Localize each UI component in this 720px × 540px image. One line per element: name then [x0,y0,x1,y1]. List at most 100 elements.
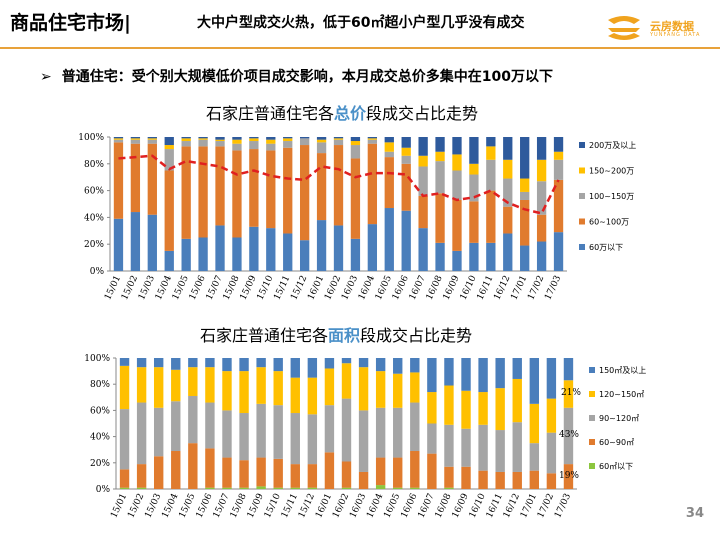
chart2-bar-segment [256,403,266,458]
chart1-bar-segment [503,159,513,179]
chart1-legend-label: 150~200万 [589,167,634,176]
chart2-bar-segment [393,358,403,374]
chart2-bar-segment [119,487,130,489]
chart1-bar-segment [520,137,530,179]
chart1-bar-segment [418,155,428,167]
chart2-title-post: 段成交占比走势 [360,326,473,345]
chart1-bar-segment [113,142,124,219]
chart1-bar-segment [435,151,445,162]
chart2-x-tick-label: 17/03 [553,492,573,520]
chart2-y-tick-label: 60% [90,406,110,416]
chart2-y-tick-label: 80% [90,380,110,390]
chart2-bar-segment [444,385,454,425]
chart1-y-tick-label: 60% [84,187,104,197]
chart2-bar-segment [427,358,437,393]
chart2-legend-swatch [589,415,595,421]
chart2-bar-segment [563,380,574,408]
chart2-bar-segment [290,464,300,488]
chart1-bar-segment [283,138,293,142]
chart1-legend-label: 60万以下 [589,243,623,252]
chart1-bar-segment [503,178,513,207]
chart2-bar-segment [461,390,471,429]
chart1-y-tick-label: 40% [84,213,104,223]
logo-icon [608,16,640,40]
chart2-bar-segment [222,487,232,489]
chart2-bar-segment [546,432,557,474]
chart1-bar-segment [350,141,361,146]
chart2-bar-segment [136,358,147,368]
chart2-bar-segment [563,407,574,465]
chart1-bar-segment [283,233,293,271]
chart2-bar-segment [427,392,437,424]
chart2-bar-segment [273,358,283,372]
slide-subtitle: 大中户型成交火热，低于60㎡超小户型几乎没有成交 [197,15,525,31]
chart1-bar-segment [367,138,378,140]
chart1-bar-segment [350,158,361,239]
chart1-bar-segment [249,141,259,150]
chart2-bar-segment [205,402,215,449]
chart1-bar-segment [553,137,564,152]
chart2-bar-segment [307,358,318,378]
chart2-bar-segment [375,457,386,486]
chart2-bar-segment [546,473,557,489]
chart2-bar-segment [188,367,198,396]
chart2-bar-segment [529,403,540,444]
chart2-bar-segment [307,464,318,488]
chart1-bar-segment [130,138,141,140]
chart1-bar-segment [503,206,513,234]
chart1-bar-segment [181,238,191,271]
arrow-bullet-icon: ➢ [40,69,52,85]
chart1-bar-segment [249,149,259,227]
chart2-bar-segment [546,358,557,399]
chart2-bar-segment [563,358,574,381]
page-number: 34 [685,506,704,521]
chart2-bar-segment [512,422,522,472]
chart1-bar-segment [113,137,124,139]
slide-title: 商品住宅市场| [10,12,131,34]
chart2-bar-segment [444,487,454,489]
chart2-bar-segment [290,377,300,414]
chart2-bar-segment [495,471,505,489]
chart2-bar-segment [307,414,318,465]
chart1-bar-segment [316,139,327,143]
chart1-legend-swatch [579,244,585,250]
chart1-bar-segment [536,181,547,215]
chart2-bar-segment [341,398,352,462]
chart1-bar-segment [469,201,479,243]
chart1-bar-segment [232,150,242,238]
chart1-bar-segment [164,149,174,171]
chart1-bar-segment [520,178,530,192]
chart2-bar-segment [307,377,318,415]
chart2-bar-segment [324,368,335,406]
chart1-bar-segment [181,141,191,147]
chart1-bar-segment [384,137,394,143]
chart2-bar-segment [375,371,386,408]
chart1-bar-segment [503,137,513,160]
chart2-bar-segment [273,405,283,459]
chart1-bar-segment [469,174,479,202]
chart2-bar-segment [119,469,130,488]
chart1-bar-segment [215,146,225,226]
chart2-bar-segment [171,369,181,402]
chart1-bar-segment [198,138,208,140]
chart2-legend-swatch [589,463,595,469]
chart2-bar-segment [222,410,232,458]
chart1-title-highlight: 总价 [334,104,367,123]
chart2-bar-segment [273,371,283,406]
chart1-bar-segment [520,199,530,246]
chart1-bar-segment [147,137,157,139]
chart2-bar-segment [375,485,386,489]
chart1-bar-segment [299,137,310,139]
chart2-bar-segment [410,487,420,489]
chart2-title: 石家庄普通住宅各面积段成交占比走势 [200,322,472,346]
chart2-bar-segment [375,358,386,372]
chart2-bar-segment [273,458,283,488]
chart1-bar-segment [316,153,327,221]
chart2-y-tick-label: 40% [90,433,110,443]
chart1-bar-segment [553,159,564,180]
chart2-bar-segment [375,407,386,458]
chart2-bar-segment [358,410,369,472]
chart2-bar-segment [358,367,369,411]
chart1-bar-segment [266,150,276,229]
chart2-bar-segment [341,487,352,489]
